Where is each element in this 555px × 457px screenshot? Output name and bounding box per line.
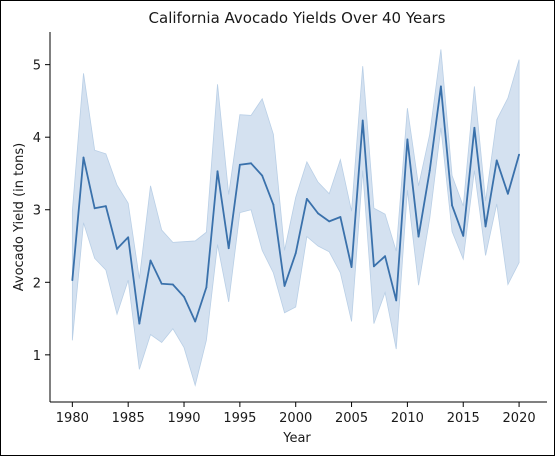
y-tick-label: 2: [33, 276, 41, 291]
data-point: [183, 295, 185, 298]
data-point: [205, 286, 208, 289]
data-point: [428, 169, 431, 172]
data-point: [462, 234, 465, 237]
data-point: [350, 266, 353, 268]
data-point: [372, 265, 375, 268]
x-tick-label: 1985: [112, 411, 145, 426]
data-point: [93, 207, 96, 210]
data-point: [406, 138, 409, 141]
data-point: [518, 153, 520, 156]
x-tick-label: 2005: [335, 411, 368, 426]
data-point: [261, 174, 264, 177]
x-tick-label: 2000: [279, 411, 312, 426]
data-point: [82, 156, 85, 159]
x-tick-label: 1995: [223, 411, 256, 426]
data-point: [395, 299, 398, 302]
data-point: [116, 248, 118, 250]
data-point: [283, 285, 286, 287]
x-axis-label: Year: [282, 431, 311, 446]
ticks: 1980 1985 1990 1995 2000 2005 2010 2015 2020 1 2 3 4…: [33, 59, 536, 426]
data-point: [104, 205, 107, 208]
data-point: [250, 162, 252, 165]
data-point: [194, 320, 197, 323]
data-point: [149, 259, 152, 262]
data-point: [361, 119, 364, 122]
data-point: [384, 255, 386, 258]
confidence-band: [71, 49, 520, 387]
data-point: [216, 170, 219, 173]
data-point: [507, 192, 509, 195]
data-point: [71, 279, 74, 282]
y-tick-label: 3: [33, 204, 41, 219]
axes: [49, 32, 547, 403]
x-tick-label: 1990: [167, 411, 200, 426]
data-point: [294, 252, 297, 255]
x-tick-label: 2015: [447, 411, 480, 426]
x-tick-label: 1980: [56, 411, 89, 426]
y-axis-label: Avocado Yield (in tons): [12, 143, 27, 292]
data-point: [272, 203, 275, 206]
data-point: [473, 126, 476, 129]
data-point: [317, 212, 319, 215]
data-point: [417, 235, 420, 238]
data-point: [451, 204, 453, 207]
data-point: [238, 163, 241, 166]
y-tick-label: 4: [33, 131, 41, 146]
data-point: [227, 247, 230, 250]
plot-area: [71, 49, 520, 387]
data-point: [171, 283, 174, 286]
data-point: [160, 282, 163, 285]
data-point: [127, 236, 130, 239]
data-point: [328, 220, 331, 223]
data-point: [339, 216, 342, 218]
x-tick-label: 2010: [391, 411, 424, 426]
x-tick-label: 2020: [503, 411, 536, 426]
data-point: [484, 225, 487, 228]
chart-title: California Avocado Yields Over 40 Years: [149, 9, 446, 27]
data-point: [495, 159, 498, 162]
data-point: [305, 197, 308, 200]
data-point: [138, 322, 141, 325]
y-tick-label: 1: [33, 349, 41, 364]
y-tick-label: 5: [33, 59, 41, 74]
data-point: [440, 85, 442, 88]
